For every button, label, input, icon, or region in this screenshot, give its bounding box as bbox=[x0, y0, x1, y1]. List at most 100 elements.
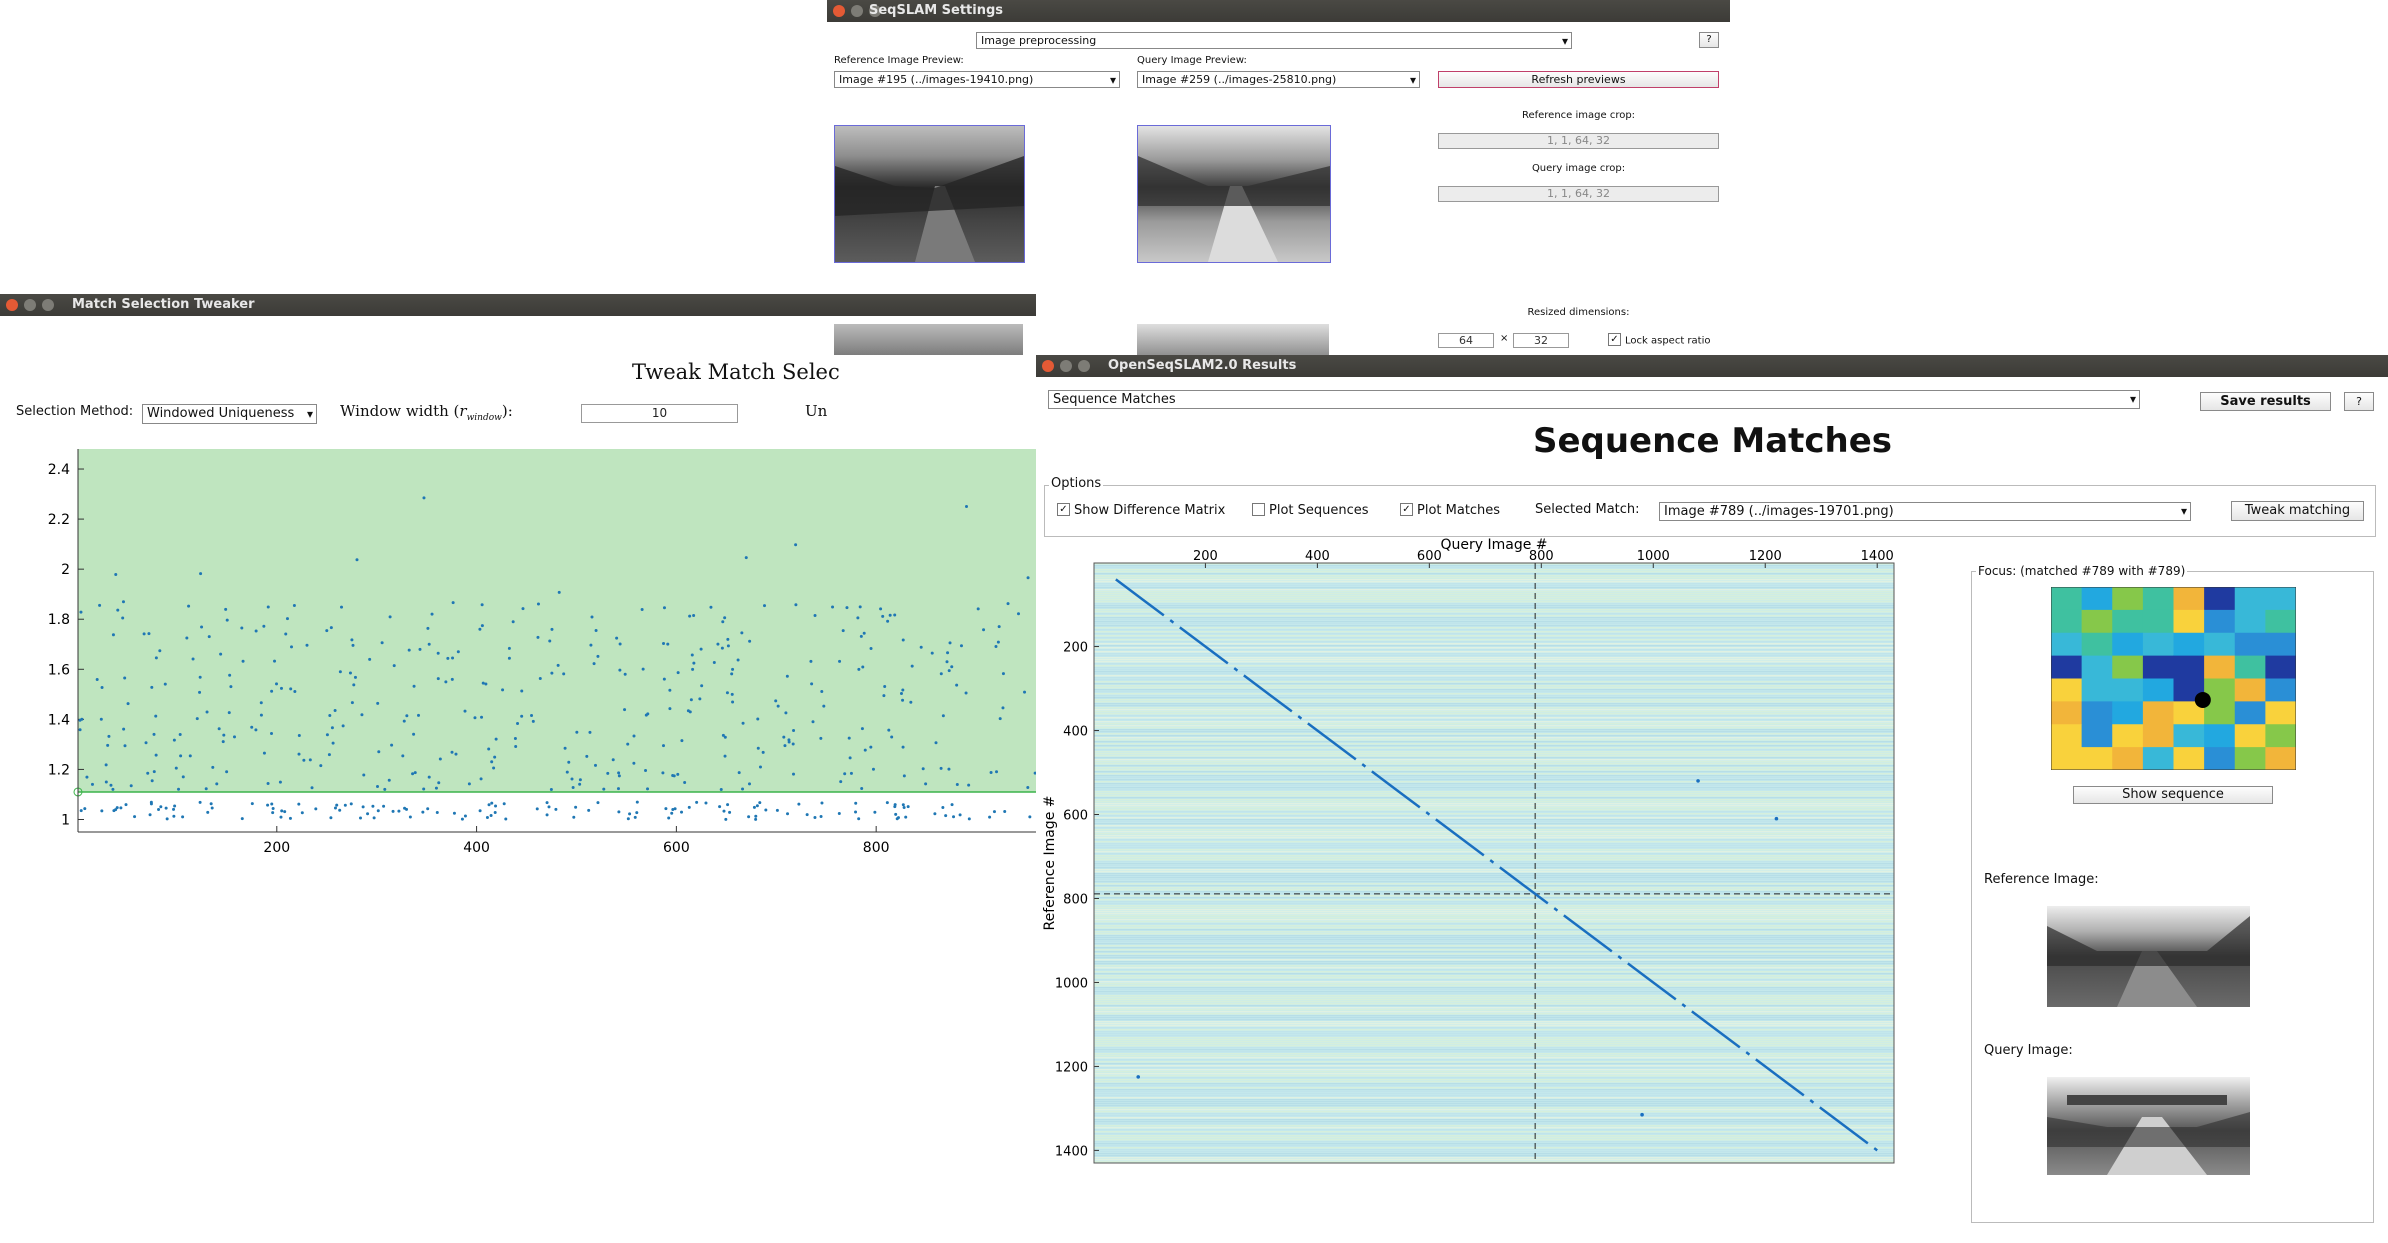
data-point bbox=[437, 781, 441, 785]
ref-crop-field[interactable]: 1, 1, 64, 32 bbox=[1438, 133, 1719, 149]
query-preview-select[interactable]: Image #259 (../images-25810.png) bbox=[1137, 71, 1420, 88]
ref-preview-select[interactable]: Image #195 (../images-19410.png) bbox=[834, 71, 1120, 88]
close-icon[interactable] bbox=[6, 299, 18, 311]
lock-aspect-checkbox[interactable]: ✓ Lock aspect ratio bbox=[1608, 333, 1710, 347]
maximize-icon[interactable] bbox=[869, 5, 881, 17]
y-tick-label: 1.2 bbox=[48, 762, 70, 778]
data-point bbox=[945, 660, 949, 664]
x-axis-label: Query Image # bbox=[1440, 537, 1547, 553]
data-point bbox=[719, 787, 723, 791]
matrix-row bbox=[1094, 1115, 1894, 1117]
show-sequence-button[interactable]: Show sequence bbox=[2073, 786, 2273, 804]
matrix-row bbox=[1094, 815, 1894, 817]
window-width-input[interactable]: 10 bbox=[581, 404, 738, 423]
query-crop-field[interactable]: 1, 1, 64, 32 bbox=[1438, 186, 1719, 202]
data-point bbox=[755, 804, 759, 808]
data-point bbox=[521, 607, 525, 611]
matrix-row bbox=[1094, 631, 1894, 633]
resized-dimensions-label: Resized dimensions: bbox=[1527, 307, 1630, 318]
matrix-row bbox=[1094, 843, 1894, 845]
data-point bbox=[254, 629, 258, 633]
data-point bbox=[700, 684, 704, 688]
data-point bbox=[646, 712, 650, 716]
data-point bbox=[250, 725, 254, 729]
matrix-row bbox=[1094, 763, 1894, 765]
data-point bbox=[997, 625, 1001, 629]
data-point bbox=[617, 774, 621, 778]
focus-cell bbox=[2234, 678, 2266, 702]
data-point bbox=[998, 717, 1002, 721]
focus-cell bbox=[2173, 747, 2205, 770]
data-point bbox=[728, 810, 732, 814]
matrix-row bbox=[1094, 725, 1894, 727]
tweak-matching-button[interactable]: Tweak matching bbox=[2231, 501, 2364, 521]
resize-height-field[interactable]: 32 bbox=[1513, 333, 1569, 348]
minimize-icon[interactable] bbox=[851, 5, 863, 17]
minimize-icon[interactable] bbox=[1060, 360, 1072, 372]
checkmark-icon: ✓ bbox=[1400, 503, 1413, 516]
data-point bbox=[919, 645, 923, 649]
data-point bbox=[901, 638, 905, 642]
settings-help-button[interactable]: ? bbox=[1699, 32, 1719, 48]
data-point bbox=[578, 778, 582, 782]
data-point bbox=[563, 746, 567, 750]
data-point bbox=[330, 726, 334, 730]
refresh-previews-button[interactable]: Refresh previews bbox=[1438, 71, 1719, 88]
data-point bbox=[856, 616, 860, 620]
data-point bbox=[883, 685, 887, 689]
data-point bbox=[641, 667, 645, 671]
settings-section-select[interactable]: Image preprocessing bbox=[976, 32, 1572, 49]
selected-match-select[interactable]: Image #789 (../images-19701.png) bbox=[1659, 502, 2191, 521]
data-point bbox=[602, 787, 606, 791]
plot-matches-checkbox[interactable]: ✓ Plot Matches bbox=[1400, 503, 1500, 518]
data-point bbox=[493, 810, 497, 814]
maximize-icon[interactable] bbox=[1078, 360, 1090, 372]
plot-sequences-checkbox[interactable]: Plot Sequences bbox=[1252, 503, 1369, 518]
data-point bbox=[507, 656, 511, 660]
results-view-select[interactable]: Sequence Matches bbox=[1048, 390, 2140, 409]
matrix-row bbox=[1094, 593, 1894, 595]
focus-heatmap[interactable] bbox=[2051, 587, 2296, 770]
focus-cell bbox=[2112, 587, 2144, 611]
results-help-button[interactable]: ? bbox=[2344, 392, 2374, 411]
data-point bbox=[198, 800, 202, 804]
focus-cell bbox=[2112, 632, 2144, 657]
maximize-icon[interactable] bbox=[42, 299, 54, 311]
matrix-row bbox=[1094, 1031, 1894, 1033]
focus-cell bbox=[2204, 678, 2236, 702]
focus-cell bbox=[2051, 678, 2083, 702]
resize-width-field[interactable]: 64 bbox=[1438, 333, 1494, 348]
data-point bbox=[794, 603, 798, 607]
data-point bbox=[327, 753, 331, 757]
selection-method-select[interactable]: Windowed Uniqueness bbox=[142, 404, 317, 424]
matrix-row bbox=[1094, 1007, 1894, 1009]
matrix-row bbox=[1094, 1141, 1894, 1143]
focus-cell bbox=[2112, 609, 2144, 634]
close-icon[interactable] bbox=[833, 5, 845, 17]
matrix-row bbox=[1094, 1157, 1894, 1159]
data-point bbox=[890, 735, 894, 739]
uniqueness-scatter-chart[interactable]: 1 1.2 1.4 1.6 1.8 2 2.2 2.4 200 400 600 800 bbox=[0, 444, 1036, 864]
difference-matrix-chart[interactable]: Query Image # Reference Image # 200 400 600 8… bbox=[1036, 533, 1914, 1193]
data-point bbox=[333, 708, 337, 712]
minimize-icon[interactable] bbox=[24, 299, 36, 311]
matrix-row bbox=[1094, 753, 1894, 755]
save-results-button[interactable]: Save results bbox=[2200, 392, 2331, 411]
data-point bbox=[635, 800, 639, 804]
data-point bbox=[187, 604, 191, 608]
data-point bbox=[361, 805, 365, 809]
close-icon[interactable] bbox=[1042, 360, 1054, 372]
matrix-row bbox=[1094, 563, 1894, 565]
data-point bbox=[666, 642, 670, 646]
matrix-row bbox=[1094, 1117, 1894, 1119]
matrix-row bbox=[1094, 943, 1894, 945]
show-difference-matrix-checkbox[interactable]: ✓ Show Difference Matrix bbox=[1057, 503, 1225, 518]
data-point bbox=[390, 743, 394, 747]
data-point bbox=[490, 801, 494, 805]
focus-cell bbox=[2081, 609, 2113, 634]
data-point bbox=[578, 782, 582, 786]
data-point bbox=[1016, 612, 1020, 616]
matrix-row bbox=[1094, 841, 1894, 843]
data-point bbox=[85, 775, 89, 779]
data-point bbox=[536, 635, 540, 639]
